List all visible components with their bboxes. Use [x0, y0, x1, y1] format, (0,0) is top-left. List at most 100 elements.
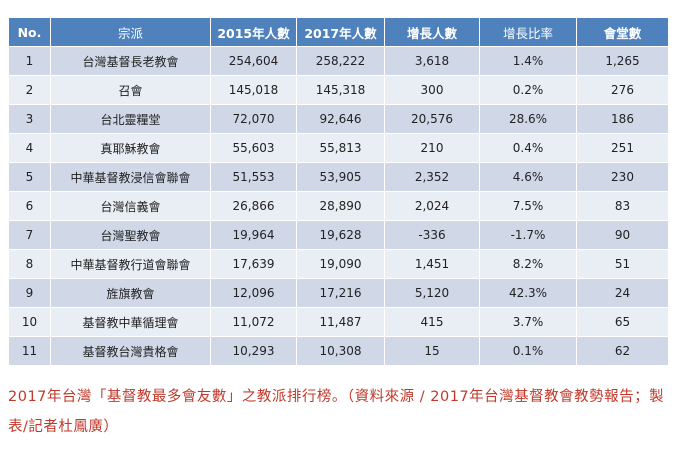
cell-growth-count: 15	[384, 336, 480, 366]
cell-no: 8	[8, 249, 51, 279]
cell-growth-rate: 0.2%	[479, 75, 577, 105]
cell-no: 6	[8, 191, 51, 221]
cell-church-count: 230	[576, 162, 669, 192]
header-no: No.	[8, 17, 51, 47]
table-row: 1 台灣基督長老教會 254,604 258,222 3,618 1.4% 1,265	[8, 46, 669, 76]
cell-no: 10	[8, 307, 51, 337]
cell-2017-members: 11,487	[296, 307, 385, 337]
cell-2015-members: 19,964	[210, 220, 297, 250]
cell-church-count: 276	[576, 75, 669, 105]
cell-2015-members: 72,070	[210, 104, 297, 134]
cell-denomination: 真耶穌教會	[50, 133, 211, 163]
cell-2017-members: 17,216	[296, 278, 385, 308]
cell-denomination: 台灣信義會	[50, 191, 211, 221]
cell-growth-rate: 7.5%	[479, 191, 577, 221]
cell-church-count: 51	[576, 249, 669, 279]
table-row: 5 中華基督教浸信會聯會 51,553 53,905 2,352 4.6% 230	[8, 162, 669, 192]
cell-denomination: 中華基督教浸信會聯會	[50, 162, 211, 192]
header-denomination: 宗派	[50, 17, 211, 47]
cell-2017-members: 10,308	[296, 336, 385, 366]
cell-no: 2	[8, 75, 51, 105]
cell-2017-members: 55,813	[296, 133, 385, 163]
cell-2015-members: 17,639	[210, 249, 297, 279]
header-church-count: 會堂數	[576, 17, 669, 47]
table-row: 8 中華基督教行道會聯會 17,639 19,090 1,451 8.2% 51	[8, 249, 669, 279]
cell-church-count: 186	[576, 104, 669, 134]
cell-2017-members: 19,090	[296, 249, 385, 279]
cell-2015-members: 11,072	[210, 307, 297, 337]
cell-church-count: 1,265	[576, 46, 669, 76]
header-growth-rate: 增長比率	[479, 17, 577, 47]
cell-church-count: 65	[576, 307, 669, 337]
table-row: 10 基督教中華循理會 11,072 11,487 415 3.7% 65	[8, 307, 669, 337]
cell-2015-members: 145,018	[210, 75, 297, 105]
table-row: 6 台灣信義會 26,866 28,890 2,024 7.5% 83	[8, 191, 669, 221]
table-body: 1 台灣基督長老教會 254,604 258,222 3,618 1.4% 1,265 2 召會…	[8, 46, 669, 366]
table-caption: 2017年台灣「基督教最多會友數」之教派排行榜。（資料來源 / 2017年台灣基…	[8, 389, 665, 435]
cell-church-count: 83	[576, 191, 669, 221]
cell-church-count: 90	[576, 220, 669, 250]
cell-growth-count: 20,576	[384, 104, 480, 134]
cell-denomination: 台北靈糧堂	[50, 104, 211, 134]
cell-no: 9	[8, 278, 51, 308]
table-row: 7 台灣聖教會 19,964 19,628 -336 -1.7% 90	[8, 220, 669, 250]
cell-2015-members: 254,604	[210, 46, 297, 76]
cell-denomination: 中華基督教行道會聯會	[50, 249, 211, 279]
cell-growth-rate: 3.7%	[479, 307, 577, 337]
table-row: 11 基督教台灣貴格會 10,293 10,308 15 0.1% 62	[8, 336, 669, 366]
cell-2017-members: 92,646	[296, 104, 385, 134]
cell-growth-rate: 8.2%	[479, 249, 577, 279]
cell-no: 7	[8, 220, 51, 250]
cell-no: 1	[8, 46, 51, 76]
table-row: 3 台北靈糧堂 72,070 92,646 20,576 28.6% 186	[8, 104, 669, 134]
cell-2015-members: 12,096	[210, 278, 297, 308]
table-header-row: No. 宗派 2015年人數 2017年人數 增長人數 增長比率 會堂數	[8, 17, 669, 47]
header-growth-count: 增長人數	[384, 17, 480, 47]
cell-denomination: 台灣基督長老教會	[50, 46, 211, 76]
cell-denomination: 台灣聖教會	[50, 220, 211, 250]
cell-no: 4	[8, 133, 51, 163]
cell-growth-rate: 28.6%	[479, 104, 577, 134]
cell-2017-members: 19,628	[296, 220, 385, 250]
cell-growth-count: 5,120	[384, 278, 480, 308]
cell-growth-count: 3,618	[384, 46, 480, 76]
cell-2015-members: 55,603	[210, 133, 297, 163]
table-row: 9 旌旗教會 12,096 17,216 5,120 42.3% 24	[8, 278, 669, 308]
header-2017-members: 2017年人數	[296, 17, 385, 47]
header-2015-members: 2015年人數	[210, 17, 297, 47]
cell-2015-members: 51,553	[210, 162, 297, 192]
cell-2017-members: 28,890	[296, 191, 385, 221]
cell-growth-rate: 42.3%	[479, 278, 577, 308]
cell-no: 11	[8, 336, 51, 366]
cell-growth-rate: 0.1%	[479, 336, 577, 366]
cell-church-count: 251	[576, 133, 669, 163]
cell-denomination: 基督教中華循理會	[50, 307, 211, 337]
cell-2015-members: 10,293	[210, 336, 297, 366]
cell-no: 3	[8, 104, 51, 134]
cell-growth-rate: 4.6%	[479, 162, 577, 192]
cell-denomination: 召會	[50, 75, 211, 105]
cell-church-count: 24	[576, 278, 669, 308]
cell-denomination: 基督教台灣貴格會	[50, 336, 211, 366]
cell-2017-members: 53,905	[296, 162, 385, 192]
cell-no: 5	[8, 162, 51, 192]
cell-growth-count: 2,352	[384, 162, 480, 192]
table-row: 2 召會 145,018 145,318 300 0.2% 276	[8, 75, 669, 105]
cell-growth-count: 415	[384, 307, 480, 337]
cell-2017-members: 145,318	[296, 75, 385, 105]
cell-growth-count: 1,451	[384, 249, 480, 279]
cell-growth-rate: 0.4%	[479, 133, 577, 163]
cell-growth-count: 2,024	[384, 191, 480, 221]
cell-growth-rate: 1.4%	[479, 46, 577, 76]
cell-church-count: 62	[576, 336, 669, 366]
cell-2015-members: 26,866	[210, 191, 297, 221]
table-row: 4 真耶穌教會 55,603 55,813 210 0.4% 251	[8, 133, 669, 163]
cell-growth-count: 300	[384, 75, 480, 105]
cell-growth-count: 210	[384, 133, 480, 163]
cell-denomination: 旌旗教會	[50, 278, 211, 308]
cell-growth-count: -336	[384, 220, 480, 250]
cell-2017-members: 258,222	[296, 46, 385, 76]
denomination-ranking-table: No. 宗派 2015年人數 2017年人數 增長人數 增長比率 會堂數 1 台灣…	[8, 17, 669, 366]
cell-growth-rate: -1.7%	[479, 220, 577, 250]
